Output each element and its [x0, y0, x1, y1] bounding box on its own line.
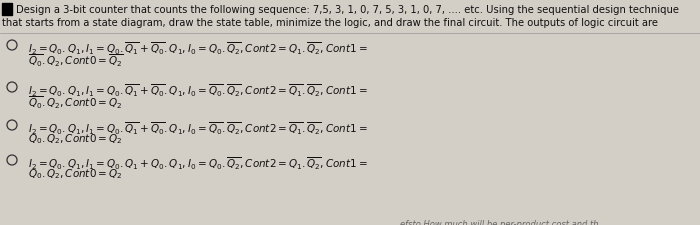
Text: $Q_0.Q_2, Cont0 = Q_2$: $Q_0.Q_2, Cont0 = Q_2$ [28, 131, 122, 145]
Text: $Q_0.Q_2, Cont0 = Q_2$: $Q_0.Q_2, Cont0 = Q_2$ [28, 166, 122, 180]
Text: $\overline{Q_0}.Q_2, Cont0 = \overline{Q_2}$: $\overline{Q_0}.Q_2, Cont0 = \overline{Q… [28, 52, 123, 68]
Text: Design a 3-bit counter that counts the following sequence: 7,5, 3, 1, 0, 7, 5, 3: Design a 3-bit counter that counts the f… [16, 5, 679, 15]
Text: $I_2 = Q_0.Q_1, I_1 = Q_0.\overline{Q_1} + \overline{Q_0}.Q_1, I_0 = \overline{Q: $I_2 = Q_0.Q_1, I_1 = Q_0.\overline{Q_1}… [28, 119, 368, 136]
Text: $I_2 = Q_0.Q_1, I_1 = Q_0.\overline{Q_1} + \overline{Q_0}.Q_1, I_0 = \overline{Q: $I_2 = Q_0.Q_1, I_1 = Q_0.\overline{Q_1}… [28, 82, 368, 98]
Bar [2, 4, 12, 16]
Text: $\overline{Q_0}.Q_2, Cont0 = Q_2$: $\overline{Q_0}.Q_2, Cont0 = Q_2$ [28, 94, 122, 110]
Text: $I_2 = Q_0.Q_1, I_1 = Q_0.\overline{Q_1} + \overline{Q_0}.Q_1, I_0 = Q_0.\overli: $I_2 = Q_0.Q_1, I_1 = Q_0.\overline{Q_1}… [28, 40, 368, 56]
Text: efsto How much will be per-product cost and th: efsto How much will be per-product cost … [400, 219, 598, 225]
Text: that starts from a state diagram, draw the state table, minimize the logic, and : that starts from a state diagram, draw t… [2, 18, 658, 28]
Text: $I_2 = Q_0.Q_1, I_1 = Q_0.Q_1 + Q_0.Q_1, I_0 = Q_0.\overline{Q_2}, Cont2 = Q_1.\: $I_2 = Q_0.Q_1, I_1 = Q_0.Q_1 + Q_0.Q_1,… [28, 154, 368, 171]
